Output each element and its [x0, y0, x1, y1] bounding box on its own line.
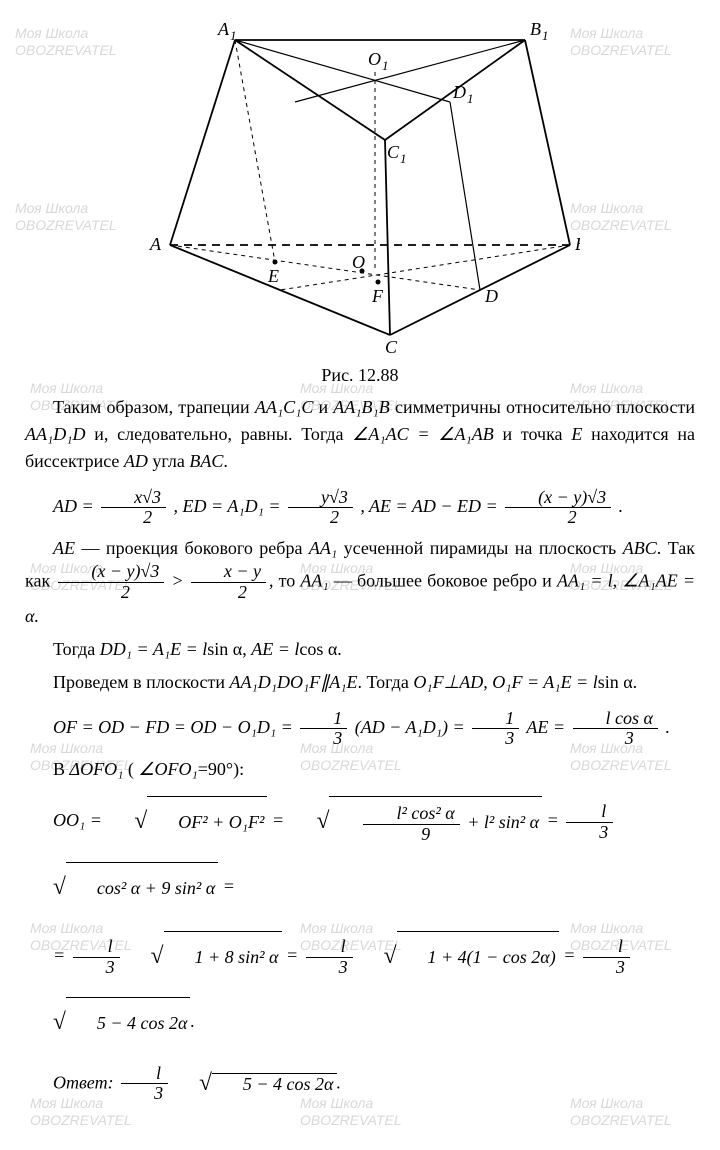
watermark: OBOZREVATEL — [30, 1112, 132, 1128]
svg-text:1: 1 — [382, 58, 389, 73]
formula-4: OO₁ = √OF² + O₁F² = √l² cos² α9 + l² sin… — [25, 789, 695, 920]
geometry-figure: A1 B1 O1 D1 C1 A B C D E O F — [140, 10, 580, 360]
label-B: B — [575, 234, 580, 254]
figure-caption: Рис. 12.88 — [25, 365, 695, 386]
label-B1: B — [530, 19, 541, 39]
svg-text:1: 1 — [542, 28, 549, 43]
label-F: F — [371, 286, 384, 306]
paragraph-5: В ΔOFO₁ ( ∠OFO₁=90°): — [25, 756, 695, 783]
main-content: A1 B1 O1 D1 C1 A B C D E O F Рис. 12.88 … — [0, 0, 720, 1114]
svg-text:1: 1 — [467, 91, 474, 106]
watermark: OBOZREVATEL — [570, 1112, 672, 1128]
paragraph-2: AE — проекция бокового ребра AA₁ усеченн… — [25, 535, 695, 630]
label-A1: A — [217, 19, 230, 39]
label-C1: C — [387, 142, 400, 162]
figure-container: A1 B1 O1 D1 C1 A B C D E O F Рис. 12.88 — [25, 10, 695, 386]
label-O: O — [352, 252, 365, 272]
svg-text:1: 1 — [230, 28, 237, 43]
label-D: D — [484, 286, 498, 306]
label-A: A — [149, 234, 162, 254]
paragraph-4: Проведем в плоскости AA₁D₁DO₁F∥A₁E. Тогд… — [25, 669, 695, 696]
formula-3: OF = OD − FD = OD − O₁D₁ = 13 (AD − A₁D₁… — [25, 702, 695, 752]
label-O1: O — [368, 49, 381, 69]
formula-1: AD = x√32 , ED = A₁D₁ = y√32 , AE = AD −… — [25, 481, 695, 531]
svg-text:1: 1 — [400, 151, 407, 166]
label-D1: D — [452, 82, 466, 102]
watermark: OBOZREVATEL — [300, 1112, 402, 1128]
label-E: E — [267, 266, 279, 286]
paragraph-1: Таким образом, трапеции AA₁C₁C и AA₁B₁B … — [25, 394, 695, 475]
label-C: C — [385, 337, 398, 355]
formula-5: = l3√1 + 8 sin² α = l3√1 + 4(1 − cos 2α)… — [25, 924, 695, 1055]
answer: Ответ: l3√5 − 4 cos 2α. — [25, 1064, 695, 1105]
paragraph-3: Тогда DD₁ = A₁E = lsin α, AE = lcos α. — [25, 636, 695, 663]
